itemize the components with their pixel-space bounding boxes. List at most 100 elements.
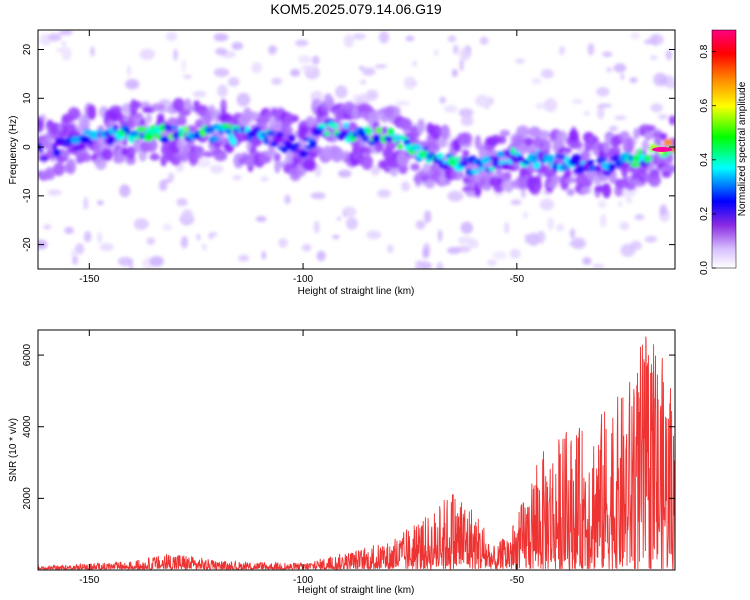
heatmap-cell bbox=[159, 123, 166, 133]
heatmap-cell bbox=[74, 144, 86, 151]
heatmap-cell bbox=[619, 221, 630, 231]
heatmap-cell bbox=[194, 145, 205, 159]
heatmap-cell bbox=[668, 115, 675, 126]
heatmap-cell bbox=[668, 164, 675, 173]
heatmap-cell bbox=[64, 226, 75, 235]
heatmap-cell bbox=[602, 51, 613, 58]
heatmap-cell bbox=[72, 255, 79, 266]
heatmap-cell bbox=[539, 198, 555, 211]
heatmap-cell bbox=[475, 94, 490, 108]
heatmap-cell bbox=[652, 34, 658, 47]
heatmap-cell bbox=[571, 99, 583, 105]
spectrogram-x-axis-label: Height of straight line (km) bbox=[298, 286, 415, 297]
heatmap-cell bbox=[215, 47, 228, 56]
heatmap-cell bbox=[458, 108, 474, 118]
heatmap-cell bbox=[48, 33, 62, 42]
heatmap-cell bbox=[70, 135, 81, 145]
heatmap-cell bbox=[630, 162, 641, 168]
snr-y-axis-label: SNR (10 * v/v) bbox=[8, 418, 19, 482]
heatmap-cell bbox=[90, 46, 95, 57]
heatmap-cell bbox=[400, 117, 412, 132]
heatmap-cell bbox=[459, 132, 473, 145]
heatmap-cell bbox=[437, 229, 443, 242]
heatmap-cell bbox=[251, 62, 263, 74]
heatmap-cell bbox=[299, 125, 309, 137]
heatmap-cell bbox=[146, 237, 156, 245]
y-tick-label: 20 bbox=[22, 44, 33, 56]
heatmap-cell bbox=[139, 48, 155, 60]
heatmap-cell bbox=[597, 200, 607, 209]
heatmap-cell bbox=[359, 79, 367, 85]
heatmap-cell bbox=[159, 135, 171, 143]
heatmap-cell bbox=[462, 150, 470, 157]
heatmap-cell bbox=[133, 218, 149, 230]
heatmap-cell bbox=[96, 200, 104, 206]
heatmap-cell bbox=[38, 116, 44, 133]
heatmap-cell bbox=[647, 124, 656, 132]
heatmap-cell bbox=[547, 217, 555, 231]
heatmap-cell bbox=[423, 146, 429, 151]
heatmap-cell bbox=[597, 103, 612, 108]
heatmap-cell bbox=[661, 171, 672, 178]
heatmap-cell bbox=[284, 194, 291, 205]
y-tick-label: 6000 bbox=[22, 344, 33, 367]
heatmap-cell bbox=[447, 35, 457, 43]
heatmap-cell bbox=[357, 93, 371, 105]
colorbar-frame bbox=[711, 29, 737, 269]
heatmap-cell bbox=[335, 85, 348, 99]
heatmap-cell bbox=[119, 184, 131, 198]
heatmap-cell bbox=[527, 232, 540, 246]
heatmap-cell bbox=[470, 169, 481, 175]
heatmap-cell bbox=[203, 151, 214, 158]
heatmap-cell bbox=[108, 108, 123, 122]
heatmap-cell bbox=[297, 55, 312, 64]
heatmap-cell bbox=[304, 159, 317, 172]
heatmap-cell bbox=[637, 148, 643, 157]
heatmap-cell bbox=[643, 39, 655, 45]
heatmap-cell bbox=[657, 114, 668, 120]
heatmap-cell bbox=[183, 126, 189, 132]
colorbar-label: Normalized spectral amplitude bbox=[737, 81, 748, 216]
snr-frame bbox=[37, 329, 676, 571]
heatmap-cell bbox=[316, 250, 326, 262]
heatmap-cell bbox=[75, 243, 85, 255]
heatmap-cell bbox=[99, 243, 114, 251]
heatmap-ridge bbox=[38, 93, 675, 199]
heatmap-cell bbox=[552, 163, 559, 171]
heatmap-cell bbox=[452, 156, 461, 162]
heatmap-cell bbox=[47, 189, 62, 196]
heatmap-cell bbox=[87, 104, 97, 121]
heatmap-cell bbox=[619, 130, 630, 142]
heatmap-cell bbox=[96, 231, 103, 244]
heatmap-cell bbox=[271, 77, 282, 85]
heatmap-cell bbox=[167, 172, 175, 182]
heatmap-cell bbox=[143, 133, 154, 142]
heatmap-cell bbox=[213, 33, 229, 42]
heatmap-cell bbox=[44, 167, 56, 180]
heatmap-cell bbox=[87, 140, 93, 146]
heatmap-cell bbox=[497, 135, 507, 144]
heatmap-cell bbox=[447, 246, 461, 255]
heatmap-cell bbox=[52, 148, 61, 157]
colorbar-gradient bbox=[712, 30, 736, 268]
heatmap-cell bbox=[571, 153, 582, 163]
heatmap-cell bbox=[377, 189, 391, 198]
heatmap-cell bbox=[658, 77, 668, 84]
y-tick-label: -20 bbox=[22, 237, 33, 252]
heatmap-cell bbox=[634, 214, 645, 221]
heatmap-cell bbox=[415, 219, 426, 230]
heatmap-cell bbox=[314, 163, 322, 178]
heatmap-cell bbox=[447, 190, 464, 202]
colorbar-tick-label: 0.0 bbox=[699, 261, 710, 275]
heatmap-cell bbox=[192, 90, 207, 98]
x-tick-label: -100 bbox=[293, 575, 313, 586]
heatmap-cell bbox=[499, 129, 511, 137]
colorbar: 0.0 0.2 0.4 0.6 0.8 Normalized spectral ampl… bbox=[699, 29, 748, 275]
heatmap-cell bbox=[644, 131, 653, 141]
colorbar-tick-label: 0.6 bbox=[699, 98, 710, 112]
heatmap-cell bbox=[670, 83, 675, 90]
heatmap-cell bbox=[602, 169, 612, 176]
heatmap-cell bbox=[313, 220, 320, 234]
snr-axes: -150 -100 -50 2000 4000 6000 bbox=[22, 330, 675, 586]
heatmap-cell bbox=[452, 44, 459, 55]
